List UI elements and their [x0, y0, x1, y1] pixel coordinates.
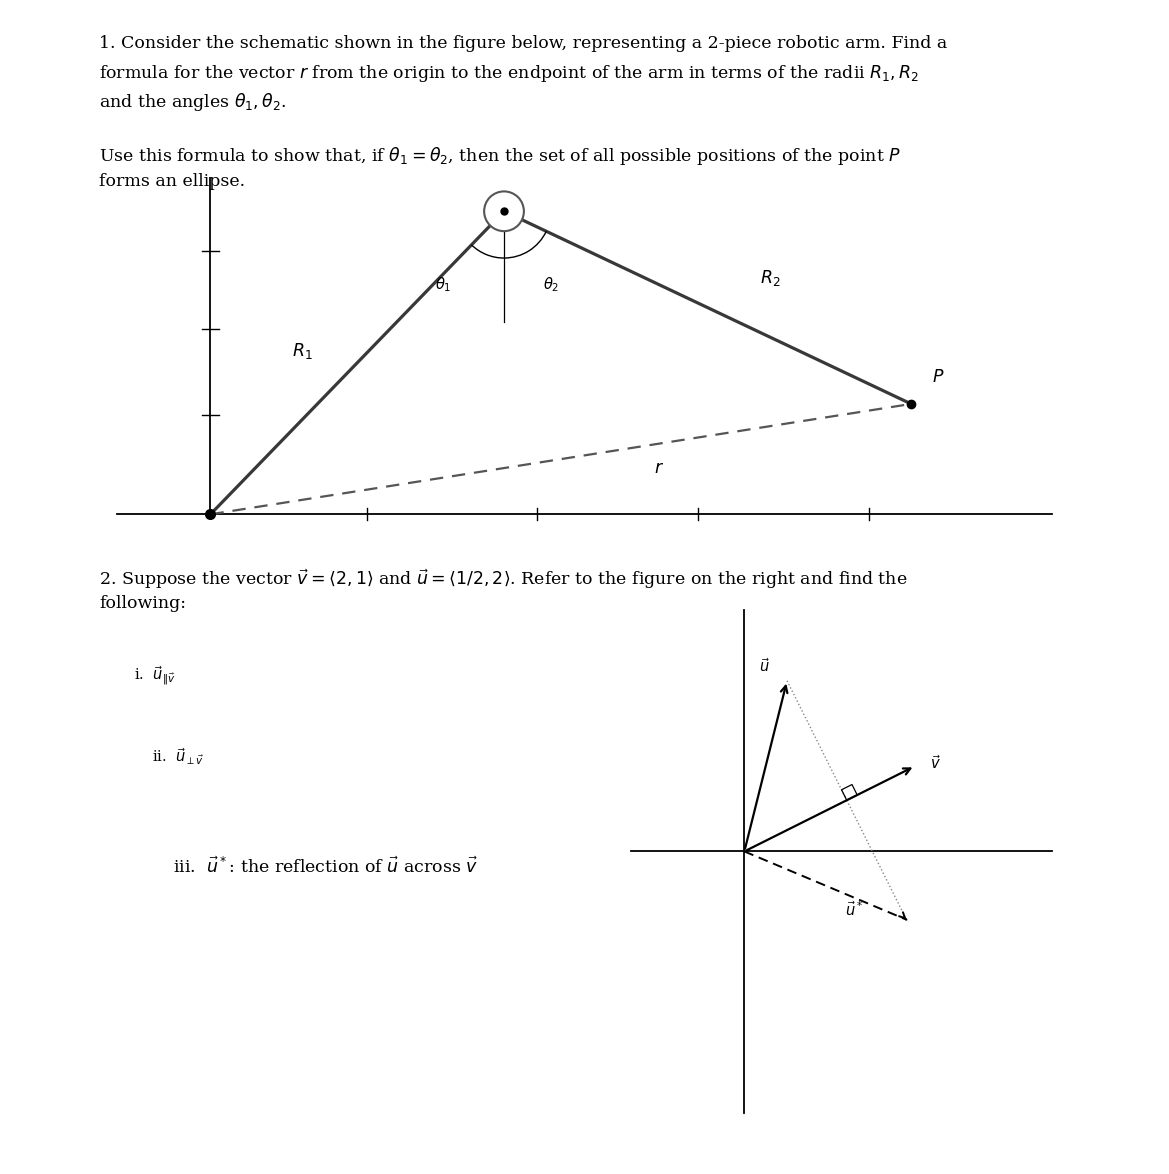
Text: $R_1$: $R_1$ — [292, 342, 313, 362]
Text: 2. Suppose the vector $\vec{v} = \langle 2, 1 \rangle$ and $\vec{u} = \langle 1/: 2. Suppose the vector $\vec{v} = \langle… — [99, 567, 908, 591]
Text: $R_2$: $R_2$ — [760, 269, 781, 289]
Text: $r$: $r$ — [655, 460, 664, 477]
Circle shape — [484, 191, 524, 231]
Text: following:: following: — [99, 595, 186, 612]
Text: $P$: $P$ — [932, 370, 945, 386]
Text: and the angles $\theta_1, \theta_2$.: and the angles $\theta_1, \theta_2$. — [99, 92, 288, 114]
Text: 1. Consider the schematic shown in the figure below, representing a 2-piece robo: 1. Consider the schematic shown in the f… — [99, 35, 948, 52]
Text: forms an ellipse.: forms an ellipse. — [99, 174, 245, 190]
Text: $\vec{v}$: $\vec{v}$ — [931, 754, 941, 771]
Text: ii.  $\vec{u}_{\perp\vec{v}}$: ii. $\vec{u}_{\perp\vec{v}}$ — [152, 745, 203, 767]
Text: formula for the vector $r$ from the origin to the endpoint of the arm in terms o: formula for the vector $r$ from the orig… — [99, 63, 920, 85]
Text: i.  $\vec{u}_{\|\vec{v}}$: i. $\vec{u}_{\|\vec{v}}$ — [134, 664, 175, 687]
Text: $\theta_1$: $\theta_1$ — [435, 276, 451, 295]
Text: Use this formula to show that, if $\theta_1 = \theta_2$, then the set of all pos: Use this formula to show that, if $\thet… — [99, 146, 901, 167]
Text: $\vec{u}^*$: $\vec{u}^*$ — [845, 900, 864, 919]
Text: $\theta_2$: $\theta_2$ — [542, 276, 559, 295]
Text: iii.  $\vec{u}^*$: the reflection of $\vec{u}$ across $\vec{v}$: iii. $\vec{u}^*$: the reflection of $\ve… — [173, 857, 478, 877]
Text: $\vec{u}$: $\vec{u}$ — [759, 657, 769, 675]
